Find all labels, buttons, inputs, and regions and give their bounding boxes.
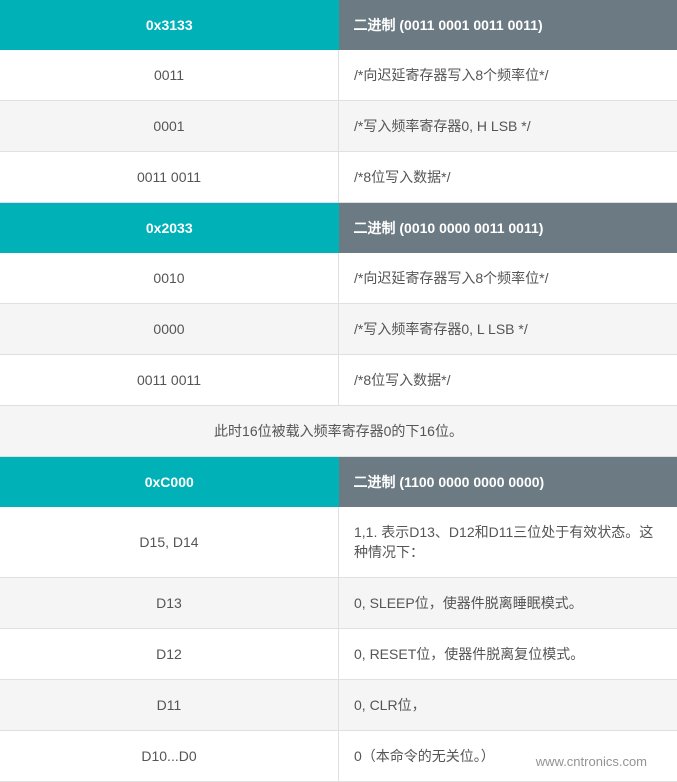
cell-code: D12 bbox=[0, 629, 339, 680]
table-row: 0010 /*向迟延寄存器写入8个频率位*/ bbox=[0, 253, 677, 304]
cell-code: D15, D14 bbox=[0, 507, 339, 578]
cell-code: 0001 bbox=[0, 101, 339, 152]
reg-table: 0x3133 二进制 (0011 0001 0011 0011) 0011 /*… bbox=[0, 0, 677, 782]
table-row: D13 0, SLEEP位，使器件脱离睡眠模式。 bbox=[0, 578, 677, 629]
cell-desc: /*8位写入数据*/ bbox=[339, 355, 677, 406]
table-row: 0011 0011 /*8位写入数据*/ bbox=[0, 355, 677, 406]
section-2-header: 0xC000 二进制 (1100 0000 0000 0000) bbox=[0, 457, 677, 508]
table-row: 0011 0011 /*8位写入数据*/ bbox=[0, 152, 677, 203]
cell-desc: /*向迟延寄存器写入8个频率位*/ bbox=[339, 50, 677, 101]
cell-desc: /*写入频率寄存器0, H LSB */ bbox=[339, 101, 677, 152]
section-0-binary: 二进制 (0011 0001 0011 0011) bbox=[339, 0, 677, 50]
table-row: D15, D14 1,1. 表示D13、D12和D11三位处于有效状态。这种情况… bbox=[0, 507, 677, 578]
cell-desc: /*8位写入数据*/ bbox=[339, 152, 677, 203]
section-0-hex: 0x3133 bbox=[0, 0, 339, 50]
cell-desc: 0, CLR位， bbox=[339, 680, 677, 731]
section-0-header: 0x3133 二进制 (0011 0001 0011 0011) bbox=[0, 0, 677, 50]
watermark-text: www.cntronics.com bbox=[536, 754, 647, 769]
cell-desc: 0, SLEEP位，使器件脱离睡眠模式。 bbox=[339, 578, 677, 629]
register-tables: 0x3133 二进制 (0011 0001 0011 0011) 0011 /*… bbox=[0, 0, 677, 782]
cell-desc: /*向迟延寄存器写入8个频率位*/ bbox=[339, 253, 677, 304]
section-1-header: 0x2033 二进制 (0010 0000 0011 0011) bbox=[0, 203, 677, 254]
cell-code: D10...D0 bbox=[0, 731, 339, 782]
section-2-binary: 二进制 (1100 0000 0000 0000) bbox=[339, 457, 677, 508]
caption-row: 此时16位被载入频率寄存器0的下16位。 bbox=[0, 406, 677, 457]
table-row: 0000 /*写入频率寄存器0, L LSB */ bbox=[0, 304, 677, 355]
caption-text: 此时16位被载入频率寄存器0的下16位。 bbox=[0, 406, 677, 457]
section-1-binary: 二进制 (0010 0000 0011 0011) bbox=[339, 203, 677, 254]
table-row: D11 0, CLR位， bbox=[0, 680, 677, 731]
section-2-hex: 0xC000 bbox=[0, 457, 339, 508]
cell-desc: 1,1. 表示D13、D12和D11三位处于有效状态。这种情况下： bbox=[339, 507, 677, 578]
cell-code: 0010 bbox=[0, 253, 339, 304]
cell-desc: /*写入频率寄存器0, L LSB */ bbox=[339, 304, 677, 355]
cell-code: D11 bbox=[0, 680, 339, 731]
table-row: 0001 /*写入频率寄存器0, H LSB */ bbox=[0, 101, 677, 152]
cell-desc: 0, RESET位，使器件脱离复位模式。 bbox=[339, 629, 677, 680]
section-1-hex: 0x2033 bbox=[0, 203, 339, 254]
table-row: 0011 /*向迟延寄存器写入8个频率位*/ bbox=[0, 50, 677, 101]
cell-code: 0000 bbox=[0, 304, 339, 355]
table-row: D12 0, RESET位，使器件脱离复位模式。 bbox=[0, 629, 677, 680]
cell-code: D13 bbox=[0, 578, 339, 629]
cell-code: 0011 bbox=[0, 50, 339, 101]
cell-code: 0011 0011 bbox=[0, 152, 339, 203]
cell-code: 0011 0011 bbox=[0, 355, 339, 406]
